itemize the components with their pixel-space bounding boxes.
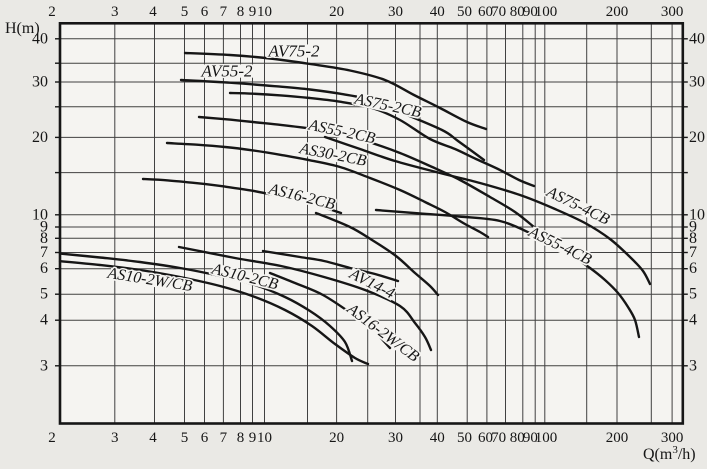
svg-text:9: 9 (249, 4, 257, 20)
svg-text:70: 70 (491, 430, 506, 446)
svg-text:9: 9 (689, 219, 697, 236)
svg-text:7: 7 (220, 4, 228, 20)
svg-text:40: 40 (430, 430, 445, 446)
svg-text:90: 90 (523, 430, 538, 446)
svg-text:9: 9 (249, 430, 257, 446)
svg-text:40: 40 (430, 4, 445, 20)
svg-text:50: 50 (457, 430, 472, 446)
svg-text:5: 5 (181, 4, 189, 20)
svg-text:200: 200 (606, 430, 629, 446)
svg-text:8: 8 (237, 430, 245, 446)
svg-text:7: 7 (689, 244, 697, 261)
svg-text:Q(m3/h): Q(m3/h) (643, 444, 696, 463)
svg-text:40: 40 (32, 30, 48, 47)
svg-text:3: 3 (40, 357, 48, 374)
svg-text:H(m): H(m) (5, 20, 40, 37)
svg-text:7: 7 (40, 244, 48, 261)
svg-text:80: 80 (510, 430, 525, 446)
svg-text:300: 300 (661, 4, 684, 20)
svg-text:10: 10 (257, 4, 272, 20)
svg-text:70: 70 (491, 4, 506, 20)
svg-text:20: 20 (329, 430, 344, 446)
svg-text:2: 2 (48, 430, 56, 446)
svg-text:9: 9 (40, 219, 48, 236)
svg-text:30: 30 (689, 74, 705, 91)
svg-text:90: 90 (523, 4, 538, 20)
svg-text:5: 5 (689, 286, 697, 303)
svg-text:6: 6 (201, 4, 209, 20)
svg-text:80: 80 (510, 4, 525, 20)
svg-text:AV55-2: AV55-2 (200, 62, 253, 81)
svg-text:10: 10 (689, 206, 705, 223)
svg-text:7: 7 (220, 430, 228, 446)
svg-text:5: 5 (181, 430, 189, 446)
svg-text:3: 3 (111, 430, 119, 446)
svg-text:5: 5 (40, 286, 48, 303)
svg-text:4: 4 (689, 312, 697, 329)
svg-text:30: 30 (388, 4, 403, 20)
svg-text:100: 100 (535, 430, 558, 446)
svg-text:8: 8 (689, 230, 697, 247)
svg-text:100: 100 (535, 4, 558, 20)
svg-text:30: 30 (388, 430, 403, 446)
svg-text:8: 8 (237, 4, 245, 20)
svg-text:8: 8 (40, 230, 48, 247)
svg-text:30: 30 (32, 74, 48, 91)
svg-text:4: 4 (149, 4, 157, 20)
svg-text:4: 4 (40, 312, 48, 329)
svg-text:4: 4 (149, 430, 157, 446)
svg-text:6: 6 (201, 430, 209, 446)
svg-text:300: 300 (661, 430, 684, 446)
svg-text:20: 20 (329, 4, 344, 20)
svg-text:2: 2 (48, 4, 56, 20)
svg-text:200: 200 (606, 4, 629, 20)
svg-text:3: 3 (111, 4, 119, 20)
svg-text:6: 6 (40, 260, 48, 277)
svg-text:20: 20 (32, 129, 48, 146)
svg-text:60: 60 (478, 430, 493, 446)
svg-text:40: 40 (689, 30, 705, 47)
svg-text:10: 10 (32, 206, 48, 223)
svg-text:10: 10 (257, 430, 272, 446)
svg-text:3: 3 (689, 357, 697, 374)
svg-text:20: 20 (689, 129, 705, 146)
svg-text:AV75-2: AV75-2 (267, 42, 320, 61)
svg-text:6: 6 (689, 260, 697, 277)
svg-text:50: 50 (457, 4, 472, 20)
svg-text:60: 60 (478, 4, 493, 20)
